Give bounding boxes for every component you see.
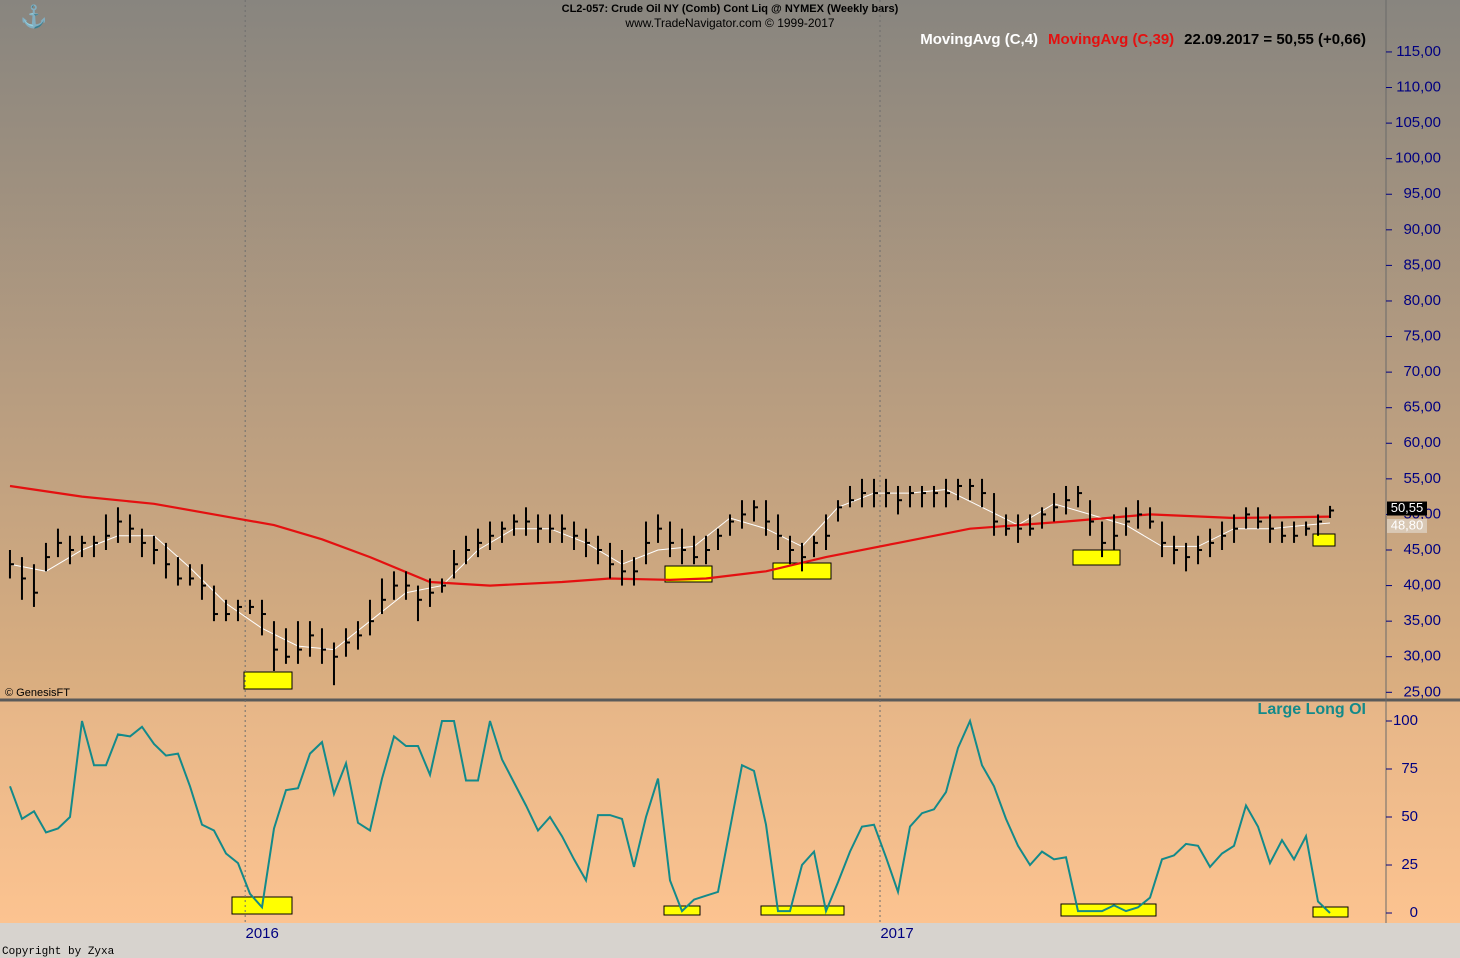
legend-entry: MovingAvg (C,39) xyxy=(1048,31,1174,48)
highlight-box xyxy=(1060,903,1157,917)
y-tick-label: 75 xyxy=(1401,760,1418,777)
highlight-box xyxy=(760,905,845,916)
y-tick-label: 75,00 xyxy=(1403,328,1441,345)
x-tick-label: 2017 xyxy=(880,925,913,942)
price-label-box xyxy=(1387,501,1427,516)
y-tick-label: 60,00 xyxy=(1403,434,1441,451)
y-tick-label: 100 xyxy=(1393,712,1418,729)
legend: MovingAvg (C,4) MovingAvg (C,39) 22.09.201… xyxy=(920,31,1366,48)
y-tick-label: 70,00 xyxy=(1403,363,1441,380)
y-tick-label: 110,00 xyxy=(1396,78,1441,95)
highlight-box xyxy=(1072,549,1121,566)
y-tick-label: 50 xyxy=(1401,808,1418,825)
axis-strip xyxy=(0,923,1460,958)
price-label: 50,55 xyxy=(1391,500,1424,515)
indicator-title: Large Long OI xyxy=(1258,701,1366,718)
indicator-panel xyxy=(0,701,1460,923)
y-tick-label: 95,00 xyxy=(1403,185,1441,202)
chart-subtitle: www.TradeNavigator.com © 1999-2017 xyxy=(624,16,834,30)
y-tick-label: 40,00 xyxy=(1403,577,1441,594)
y-tick-label: 0 xyxy=(1410,904,1418,921)
footer: Copyright by Zyxa xyxy=(2,946,115,958)
y-tick-label: 45,00 xyxy=(1403,541,1441,558)
credit: © GenesisFT xyxy=(5,687,70,699)
legend-note: 22.09.2017 = 50,55 (+0,66) xyxy=(1184,31,1366,48)
highlight-box xyxy=(1312,533,1336,547)
moving-average xyxy=(9,484,1331,587)
y-tick-label: 25 xyxy=(1401,856,1418,873)
y-tick-label: 30,00 xyxy=(1403,648,1441,665)
indicator-line xyxy=(9,718,1331,915)
y-tick-label: 25,00 xyxy=(1403,683,1441,700)
chart-title: CL2-057: Crude Oil NY (Comb) Cont Liq @ … xyxy=(562,3,899,15)
logo: ⚓ xyxy=(20,4,47,29)
y-tick-label: 85,00 xyxy=(1403,256,1441,273)
highlight-box xyxy=(243,671,293,690)
y-tick-label: 115,00 xyxy=(1396,43,1441,60)
y-tick-label: 105,00 xyxy=(1395,114,1441,131)
y-tick-label: 65,00 xyxy=(1403,399,1441,416)
price-label-box xyxy=(1387,518,1427,533)
moving-average xyxy=(9,488,1331,651)
x-tick-label: 2016 xyxy=(245,925,278,942)
y-tick-label: 100,00 xyxy=(1395,150,1441,167)
y-tick-label: 35,00 xyxy=(1403,612,1441,629)
price-label: 48,80 xyxy=(1391,517,1424,532)
price-panel xyxy=(0,0,1460,700)
legend-entry: MovingAvg (C,4) xyxy=(920,31,1038,48)
highlight-box xyxy=(1312,906,1349,918)
y-tick-label: 55,00 xyxy=(1403,470,1441,487)
y-tick-label: 80,00 xyxy=(1403,292,1441,309)
y-tick-label: 90,00 xyxy=(1403,221,1441,238)
